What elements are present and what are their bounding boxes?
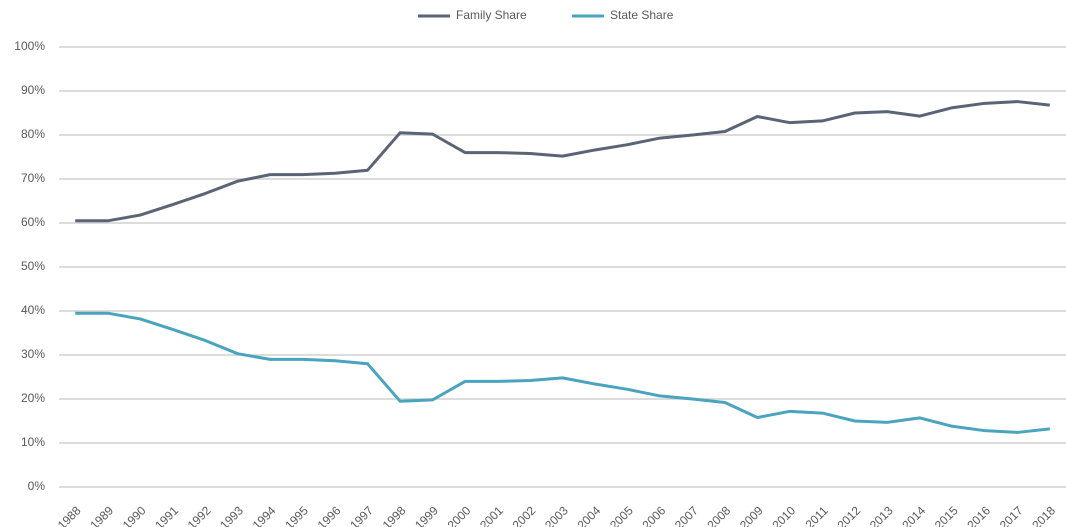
x-tick-label: 1998 (380, 503, 409, 527)
y-tick-label: 100% (14, 39, 45, 53)
x-tick-label: 2013 (867, 503, 896, 527)
data-line (75, 100, 1050, 223)
y-tick-label: 50% (21, 259, 45, 273)
x-tick-label: 1995 (282, 503, 311, 527)
x-tick-label: 2010 (769, 503, 798, 527)
x-tick-label: 2001 (477, 503, 506, 527)
x-tick-label: 2002 (510, 503, 539, 527)
x-tick-label: 1990 (120, 503, 149, 527)
x-tick-label: 2008 (705, 503, 734, 527)
x-tick-label: 1988 (55, 503, 84, 527)
legend-label: Family Share (456, 8, 527, 22)
x-tick-label: 1994 (250, 503, 279, 527)
x-tick-label: 1996 (315, 503, 344, 527)
y-tick-label: 60% (21, 215, 45, 229)
x-tick-label: 2011 (803, 503, 831, 527)
y-tick-label: 40% (21, 303, 45, 317)
x-tick-label: 2006 (640, 503, 669, 527)
x-tick-label: 2000 (445, 503, 474, 527)
x-tick-label: 2017 (997, 503, 1026, 527)
x-tick-label: 1997 (347, 503, 376, 527)
x-tick-label: 2005 (607, 503, 636, 527)
x-tick-label: 2014 (899, 503, 928, 527)
y-tick-label: 90% (21, 83, 45, 97)
x-tick-label: 1991 (152, 503, 181, 527)
x-tick-label: 2004 (575, 503, 604, 527)
y-tick-label: 70% (21, 171, 45, 185)
x-tick-label: 2016 (964, 503, 993, 527)
y-tick-label: 80% (21, 127, 45, 141)
y-tick-label: 30% (21, 347, 45, 361)
x-tick-label: 2007 (672, 503, 701, 527)
y-tick-label: 20% (21, 391, 45, 405)
x-tick-label: 2015 (932, 503, 961, 527)
y-tick-label: 0% (28, 479, 46, 493)
x-tick-label: 2012 (834, 503, 863, 527)
legend-label: State Share (610, 8, 674, 22)
x-tick-label: 2018 (1029, 503, 1058, 527)
data-line (75, 311, 1050, 434)
x-tick-label: 2009 (737, 503, 766, 527)
x-tick-label: 1993 (217, 503, 246, 527)
x-tick-label: 2003 (542, 503, 571, 527)
x-tick-label: 1992 (185, 503, 214, 527)
x-tick-label: 1999 (412, 503, 441, 527)
y-tick-label: 10% (21, 435, 45, 449)
x-tick-label: 1989 (87, 503, 116, 527)
